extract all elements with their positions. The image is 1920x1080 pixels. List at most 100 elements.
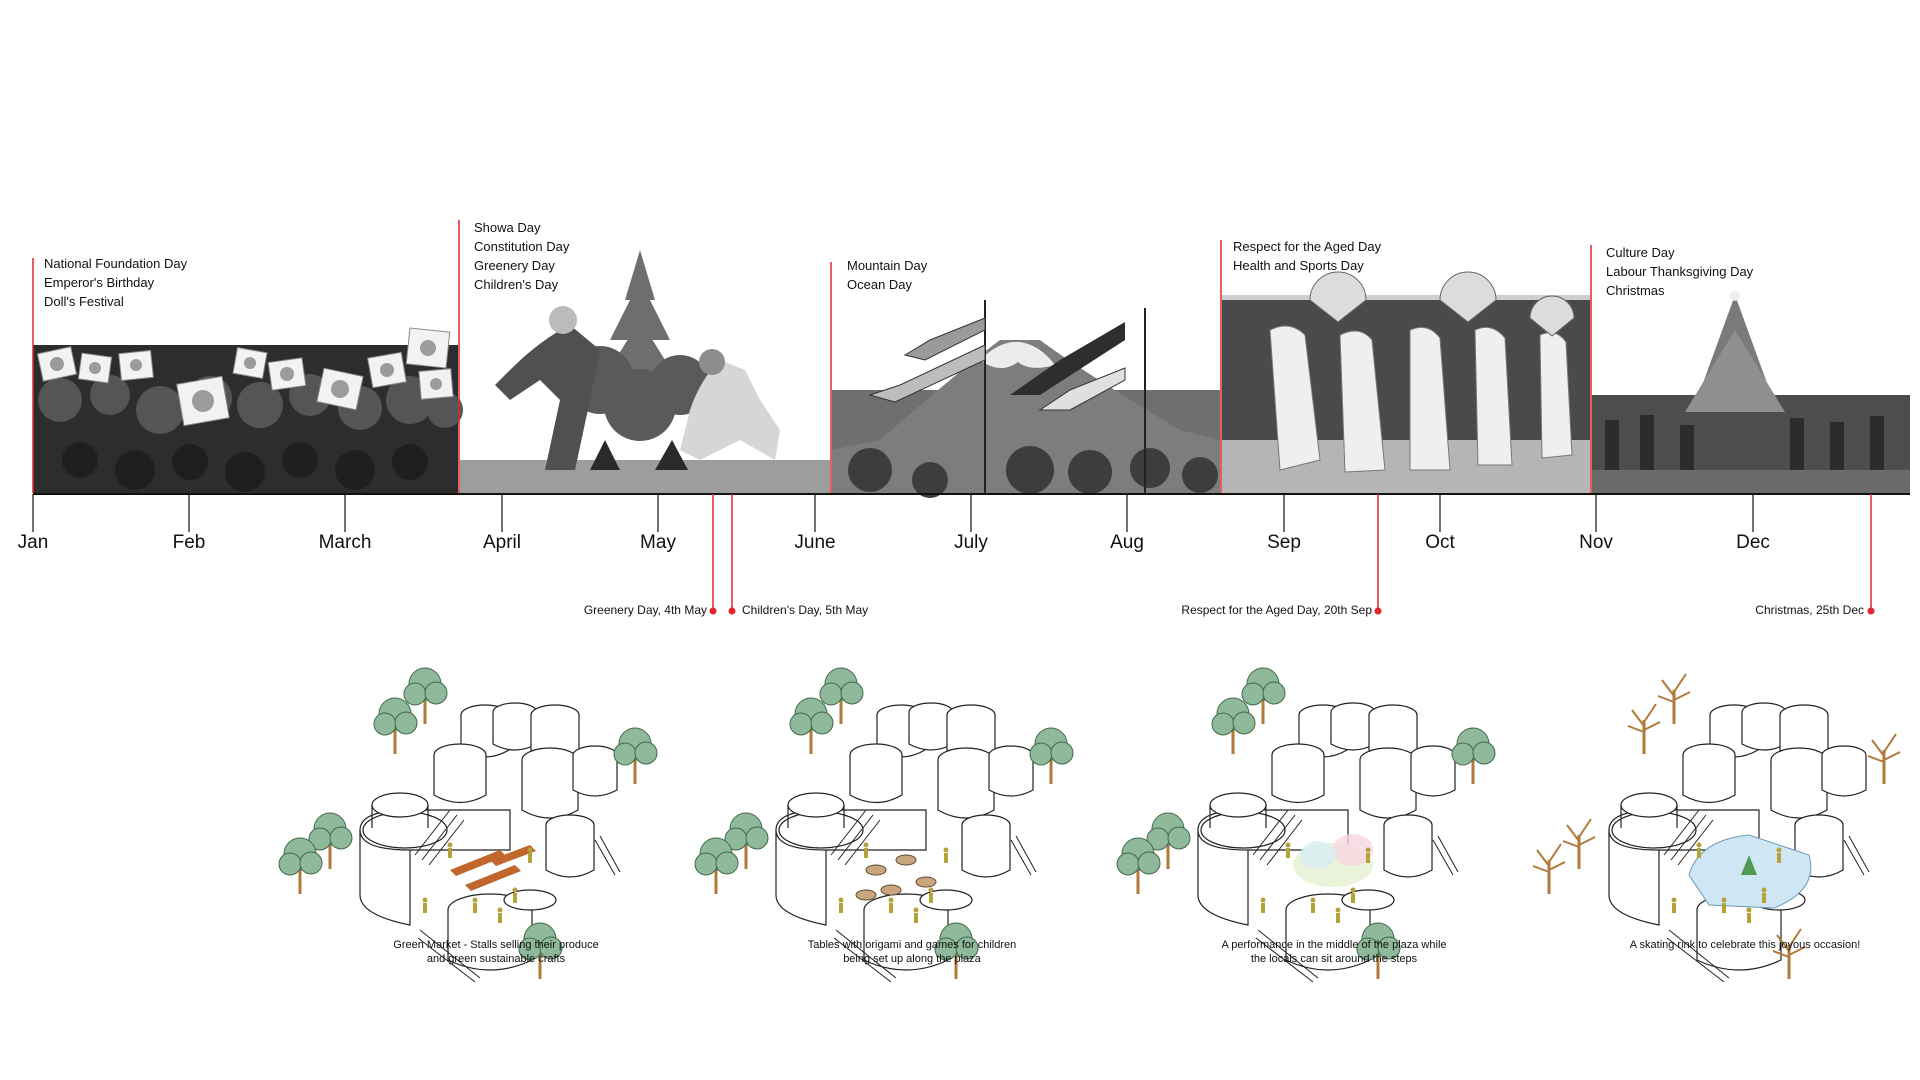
scene-caption-origami-tables: Tables with origami and games for childr…: [752, 938, 1072, 966]
month-label: Dec: [1736, 532, 1770, 553]
holiday-item: Doll's Festival: [44, 294, 124, 309]
tree: [1356, 922, 1401, 979]
tree: [1241, 667, 1286, 724]
holiday-item: Christmas: [1606, 283, 1665, 298]
month-label: March: [318, 532, 372, 553]
caption-line: A skating rink to celebrate this joyous …: [1629, 939, 1861, 951]
scene-green-market: [278, 667, 658, 983]
photo-fan-dancers: [1222, 271, 1590, 493]
scene-caption-green-market: Green Market - Stalls selling their prod…: [336, 938, 656, 966]
person-figure: [1350, 887, 1356, 903]
bare-tree: [1657, 673, 1691, 724]
photo-christmas-tree: [1592, 291, 1910, 493]
month-label: June: [794, 532, 836, 553]
month-label: Aug: [1110, 532, 1144, 553]
tree: [694, 837, 739, 894]
person-figure: [1310, 897, 1316, 913]
person-figure: [1776, 847, 1782, 863]
tree: [1211, 697, 1256, 754]
tree: [403, 667, 448, 724]
person-figure: [512, 887, 518, 903]
caption-line: being set up along the plaza: [843, 953, 981, 965]
event-label-greenery-day: Greenery Day, 4th May: [583, 603, 707, 617]
month-label: Nov: [1579, 532, 1613, 553]
market-stalls: [450, 845, 536, 891]
tree: [613, 727, 658, 784]
tree: [1146, 812, 1191, 869]
bare-tree: [1627, 703, 1661, 754]
month-label: Feb: [172, 532, 206, 553]
event-label-respect-aged-day: Respect for the Aged Day, 20th Sep: [1181, 603, 1372, 617]
holiday-item: Health and Sports Day: [1233, 258, 1364, 273]
bare-tree: [1772, 928, 1806, 979]
plaza-buildings: [359, 702, 621, 983]
origami-tables: [855, 854, 937, 901]
person-figure: [447, 842, 453, 858]
caption-line: Green Market - Stalls selling their prod…: [393, 939, 599, 951]
person-figure: [913, 907, 919, 923]
person-figure: [1721, 897, 1727, 913]
bare-tree: [1562, 818, 1596, 869]
month-ticks: [32, 494, 1754, 532]
holiday-item: Showa Day: [474, 220, 541, 235]
caption-line: A performance in the middle of the plaza…: [1221, 939, 1447, 951]
person-figure: [1696, 842, 1702, 858]
holiday-item: Children's Day: [474, 277, 559, 292]
caption-line: the locals can sit around the steps: [1250, 953, 1418, 965]
month-label: Sep: [1267, 532, 1301, 553]
tree: [373, 697, 418, 754]
holiday-item: Greenery Day: [474, 258, 555, 273]
tree: [934, 922, 979, 979]
tree: [518, 922, 563, 979]
person-figure: [1260, 897, 1266, 913]
holiday-item: Respect for the Aged Day: [1233, 239, 1382, 254]
tree: [278, 837, 323, 894]
bare-tree: [1532, 843, 1566, 894]
scene-caption-performance: A performance in the middle of the plaza…: [1174, 938, 1494, 966]
tree: [308, 812, 353, 869]
holidays-jan-mar: National Foundation Day Emperor's Birthd…: [44, 254, 187, 311]
photo-tree-planting: [460, 250, 830, 493]
holidays-apr-may: Showa Day Constitution Day Greenery Day …: [474, 218, 569, 294]
tree: [1029, 727, 1074, 784]
person-figure: [888, 897, 894, 913]
plaza-buildings: [775, 702, 1037, 983]
holidays-jun-aug: Mountain Day Ocean Day: [847, 256, 927, 294]
person-figure: [838, 897, 844, 913]
person-figure: [1285, 842, 1291, 858]
holiday-item: Ocean Day: [847, 277, 913, 292]
tree: [1116, 837, 1161, 894]
scene-origami-tables: [694, 667, 1074, 983]
plaza-buildings: [1197, 702, 1459, 983]
photo-mountain-streamers: [832, 300, 1220, 498]
person-figure: [1365, 847, 1371, 863]
tree: [1451, 727, 1496, 784]
bare-tree: [1867, 733, 1901, 784]
holiday-item: Mountain Day: [847, 258, 928, 273]
person-figure: [422, 897, 428, 913]
scene-performance: [1116, 667, 1496, 983]
photo-crowd-flags: [33, 327, 463, 493]
person-figure: [943, 847, 949, 863]
period-markers: [32, 220, 1592, 493]
person-figure: [1335, 907, 1341, 923]
tree: [789, 697, 834, 754]
holidays-sep-oct: Respect for the Aged Day Health and Spor…: [1233, 237, 1381, 275]
caption-line: and green sustainable crafts: [426, 953, 566, 965]
event-markers: [709, 494, 1875, 615]
person-figure: [527, 847, 533, 863]
caption-line: Tables with origami and games for childr…: [807, 939, 1017, 951]
holiday-item: Constitution Day: [474, 239, 570, 254]
person-figure: [1671, 897, 1677, 913]
scene-skating-rink: [1532, 673, 1901, 983]
tree: [819, 667, 864, 724]
person-figure: [472, 897, 478, 913]
scene-caption-skating-rink: A skating rink to celebrate this joyous …: [1585, 938, 1905, 952]
month-label: May: [640, 532, 676, 553]
person-figure: [863, 842, 869, 858]
holiday-item: Labour Thanksgiving Day: [1606, 264, 1754, 279]
event-label-childrens-day: Children's Day, 5th May: [742, 603, 869, 617]
tree: [724, 812, 769, 869]
holiday-item: Culture Day: [1606, 245, 1675, 260]
